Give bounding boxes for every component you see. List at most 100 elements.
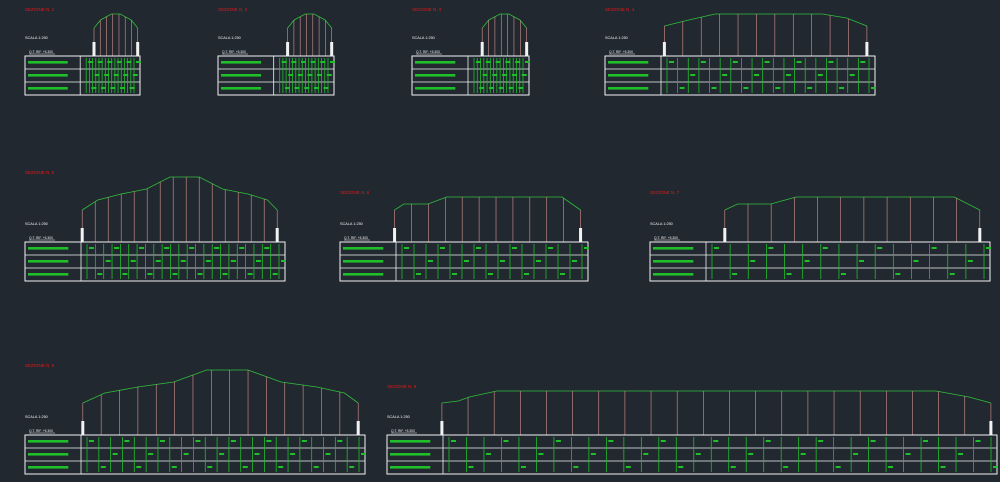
roof-profile: [82, 369, 359, 404]
table-value: [714, 247, 719, 249]
end-post: [978, 228, 982, 242]
table-value: [608, 440, 614, 442]
table-value: [573, 466, 579, 468]
data-table: [604, 55, 876, 96]
section-8: SEZIONE N. 8 SCALA 1:250 Q.T. RIF. +5.300: [24, 363, 366, 475]
table-value: [440, 247, 445, 249]
table-value: [148, 453, 154, 455]
reference-level: Q.T. RIF. +5.300: [416, 50, 440, 54]
table-value: [482, 74, 488, 76]
table-value: [139, 247, 145, 249]
table-value: [112, 453, 118, 455]
table-value: [785, 74, 791, 76]
table-value: [722, 74, 728, 76]
roof-profile: [287, 13, 332, 29]
table-value: [230, 260, 236, 262]
table-value: [116, 61, 122, 63]
scale-label: SCALA 1:250: [25, 36, 48, 40]
table-value: [349, 466, 355, 468]
table-value: [590, 453, 596, 455]
table-value: [304, 87, 310, 89]
table-value: [905, 453, 911, 455]
table-value: [877, 247, 883, 249]
table-value: [100, 87, 106, 89]
table-value: [860, 61, 866, 63]
table-value: [895, 273, 901, 275]
table-value: [536, 260, 541, 262]
scale-label: SCALA 1:250: [650, 222, 673, 226]
table-value: [100, 466, 106, 468]
table-value: [428, 260, 433, 262]
table-value: [660, 440, 666, 442]
data-table: [217, 55, 335, 96]
table-value: [949, 273, 955, 275]
table-value: [818, 440, 824, 442]
scale-label: SCALA 1:250: [412, 36, 435, 40]
data-table: [386, 434, 998, 475]
section-title: SEZIONE N. 7: [650, 190, 680, 195]
table-value: [796, 61, 802, 63]
table-value: [313, 87, 319, 89]
table-value: [205, 260, 211, 262]
table-value: [239, 247, 245, 249]
table-value: [288, 74, 294, 76]
table-value: [254, 453, 260, 455]
table-value: [323, 87, 329, 89]
table-value: [97, 61, 103, 63]
scale-label: SCALA 1:250: [387, 415, 410, 419]
section-title: SEZIONE N. 3: [412, 7, 442, 12]
table-value: [105, 260, 111, 262]
table-value: [505, 61, 511, 63]
table-value: [748, 453, 754, 455]
roof-profile: [481, 13, 527, 29]
table-value: [489, 87, 495, 89]
row-header-label: [221, 74, 262, 77]
section-title: SEZIONE N. 1: [25, 7, 55, 12]
section-title: SEZIONE N. 5: [25, 170, 55, 175]
table-value: [520, 466, 526, 468]
end-post: [80, 228, 84, 242]
table-value: [502, 74, 508, 76]
table-value: [195, 440, 201, 442]
roof-profile: [93, 13, 139, 29]
table-value: [768, 247, 774, 249]
table-value: [164, 247, 170, 249]
table-value: [122, 273, 128, 275]
roof-profile: [664, 13, 868, 27]
table-value: [307, 74, 313, 76]
table-value: [180, 260, 186, 262]
end-post: [723, 228, 727, 242]
table-value: [451, 440, 456, 442]
table-value: [310, 61, 316, 63]
table-value: [317, 74, 323, 76]
table-value: [120, 87, 126, 89]
table-value: [91, 87, 97, 89]
row-header-label: [653, 260, 694, 263]
table-value: [913, 260, 919, 262]
table-value: [266, 440, 272, 442]
scale-label: SCALA 1:250: [340, 222, 363, 226]
table-value: [416, 273, 421, 275]
table-value: [625, 466, 631, 468]
table-value: [89, 247, 94, 249]
row-header-label: [343, 260, 384, 263]
row-header-label: [28, 440, 69, 443]
table-value: [464, 260, 469, 262]
roof-profile: [441, 390, 992, 404]
table-value: [129, 87, 135, 89]
reference-level: Q.T. RIF. +5.300: [29, 50, 53, 54]
table-value: [786, 273, 792, 275]
table-value: [255, 260, 261, 262]
table-value: [110, 87, 116, 89]
row-header-label: [28, 61, 68, 64]
table-value: [700, 61, 706, 63]
table-value: [732, 61, 738, 63]
reference-level: Q.T. RIF. +5.300: [654, 236, 678, 240]
table-value: [247, 273, 253, 275]
table-value: [888, 466, 894, 468]
table-value: [690, 74, 696, 76]
table-value: [940, 466, 946, 468]
table-value: [511, 74, 517, 76]
end-post: [81, 421, 85, 435]
table-value: [783, 466, 789, 468]
